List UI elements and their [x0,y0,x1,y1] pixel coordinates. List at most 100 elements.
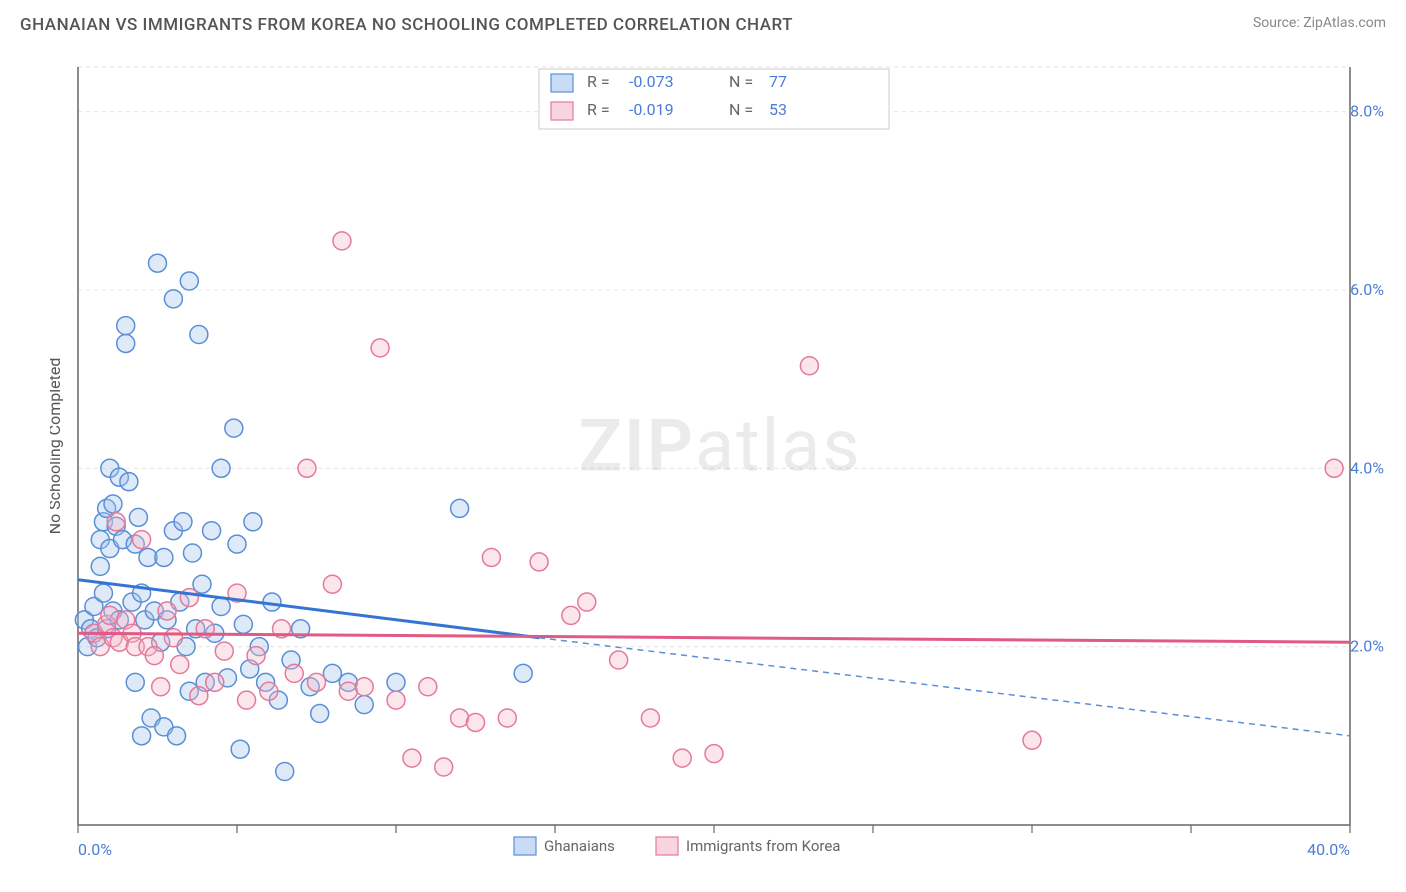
svg-text:N =: N = [729,72,753,91]
scatter-point-korea [298,459,316,477]
scatter-point-ghanaians [311,705,329,723]
scatter-point-ghanaians [231,740,249,758]
scatter-point-korea [164,629,182,647]
scatter-point-ghanaians [387,673,405,691]
legend-bottom-swatch-ghanaians [514,837,536,855]
scatter-point-ghanaians [164,290,182,308]
scatter-point-korea [215,642,233,660]
scatter-chart: 0.0% 40.0% 2.0% 4.0% 6.0% 8.0% No Schooling Co… [50,55,1390,870]
scatter-point-korea [419,678,437,696]
trend-line-korea [78,633,1350,642]
scatter-point-ghanaians [234,615,252,633]
scatter-point-ghanaians [120,473,138,491]
scatter-point-ghanaians [168,727,186,745]
scatter-point-korea [610,651,628,669]
scatter-point-ghanaians [212,459,230,477]
scatter-point-korea [530,553,548,571]
svg-text:53: 53 [769,100,787,119]
scatter-point-ghanaians [126,673,144,691]
y-tick-label: 4.0% [1350,458,1384,477]
chart-container: 0.0% 40.0% 2.0% 4.0% 6.0% 8.0% No Schooling Co… [50,55,1390,870]
scatter-point-ghanaians [155,548,173,566]
scatter-point-korea [1325,459,1343,477]
y-axis-title: No Schooling Completed [50,358,64,535]
scatter-point-korea [451,709,469,727]
scatter-point-korea [260,682,278,700]
scatter-point-korea [152,678,170,696]
scatter-point-ghanaians [228,535,246,553]
scatter-point-korea [247,647,265,665]
scatter-point-korea [308,673,326,691]
scatter-point-korea [435,758,453,776]
scatter-point-korea [158,602,176,620]
svg-text:-0.073: -0.073 [629,72,674,91]
scatter-point-korea [238,691,256,709]
scatter-point-korea [101,606,119,624]
scatter-point-korea [190,687,208,705]
scatter-point-korea [578,593,596,611]
y-tick-label: 2.0% [1350,637,1384,656]
scatter-point-ghanaians [514,664,532,682]
x-tick-label: 40.0% [1307,840,1350,859]
scatter-point-korea [371,339,389,357]
svg-text:R =: R = [587,72,610,91]
scatter-point-korea [387,691,405,709]
scatter-point-ghanaians [91,557,109,575]
scatter-point-ghanaians [276,762,294,780]
svg-text:N =: N = [729,100,753,119]
legend-bottom-swatch-korea [656,837,678,855]
scatter-point-korea [339,682,357,700]
y-tick-label: 8.0% [1350,102,1384,121]
scatter-point-korea [206,673,224,691]
scatter-point-ghanaians [129,508,147,526]
scatter-point-korea [673,749,691,767]
scatter-point-korea [562,606,580,624]
y-tick-label: 6.0% [1350,280,1384,299]
legend-bottom-label-korea: Immigrants from Korea [686,837,840,855]
scatter-point-ghanaians [94,584,112,602]
svg-text:R =: R = [587,100,610,119]
legend-swatch-korea [551,102,573,120]
chart-title: GHANAIAN VS IMMIGRANTS FROM KOREA NO SCH… [20,15,793,35]
scatter-point-korea [285,664,303,682]
scatter-point-korea [800,357,818,375]
trend-extrapolation-ghanaians [539,638,1350,736]
scatter-point-ghanaians [212,598,230,616]
scatter-point-korea [107,513,125,531]
scatter-point-ghanaians [183,544,201,562]
scatter-point-ghanaians [190,326,208,344]
svg-text:-0.019: -0.019 [629,100,674,119]
scatter-point-korea [145,647,163,665]
scatter-point-ghanaians [149,254,167,272]
scatter-point-korea [180,589,198,607]
scatter-point-ghanaians [225,419,243,437]
svg-text:77: 77 [769,72,787,91]
scatter-point-ghanaians [117,317,135,335]
scatter-point-ghanaians [104,495,122,513]
scatter-point-ghanaians [244,513,262,531]
scatter-point-korea [1023,731,1041,749]
scatter-point-korea [355,678,373,696]
scatter-point-ghanaians [355,696,373,714]
scatter-point-korea [467,713,485,731]
scatter-point-ghanaians [323,664,341,682]
scatter-point-korea [641,709,659,727]
scatter-point-korea [403,749,421,767]
scatter-point-korea [498,709,516,727]
scatter-point-korea [133,531,151,549]
scatter-point-ghanaians [451,499,469,517]
scatter-point-korea [171,655,189,673]
legend-bottom-label-ghanaians: Ghanaians [544,837,615,855]
scatter-point-korea [333,232,351,250]
scatter-point-ghanaians [117,334,135,352]
x-tick-label: 0.0% [78,840,112,859]
source-label: Source: ZipAtlas.com [1253,15,1386,31]
scatter-point-korea [323,575,341,593]
scatter-point-korea [482,548,500,566]
scatter-point-ghanaians [133,727,151,745]
scatter-point-korea [705,745,723,763]
scatter-point-ghanaians [203,522,221,540]
scatter-point-ghanaians [180,272,198,290]
scatter-point-ghanaians [174,513,192,531]
legend-swatch-ghanaians [551,74,573,92]
